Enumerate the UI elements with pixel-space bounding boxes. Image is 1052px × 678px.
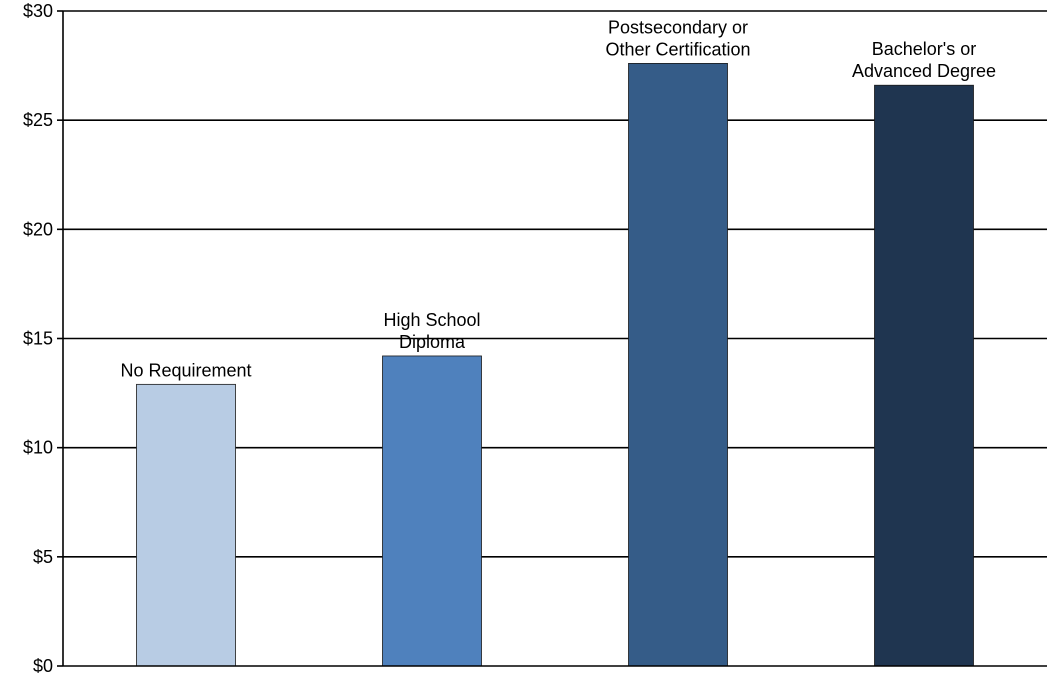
y-tick-label: $25 [23,110,53,130]
bar-label: Other Certification [605,39,750,59]
bar [382,355,482,667]
bar-label: Bachelor's or [872,39,976,59]
y-tick-label: $10 [23,438,53,458]
y-tick-label: $30 [23,1,53,21]
bar-label: High School [383,310,480,330]
bar-label: Postsecondary or [608,17,748,37]
bar [628,63,728,667]
y-tick-label: $0 [33,656,53,676]
bars [136,63,974,667]
y-tick-label: $20 [23,219,53,239]
y-tick-label: $15 [23,329,53,349]
bar-label: No Requirement [120,360,251,380]
bar [874,84,974,667]
bar-label: Diploma [399,332,466,352]
bar-label: Advanced Degree [852,61,996,81]
y-axis-ticks: $0 $5 $10 $15 $20 $25 $30 [23,1,63,676]
bar [136,383,236,667]
y-tick-label: $5 [33,547,53,567]
